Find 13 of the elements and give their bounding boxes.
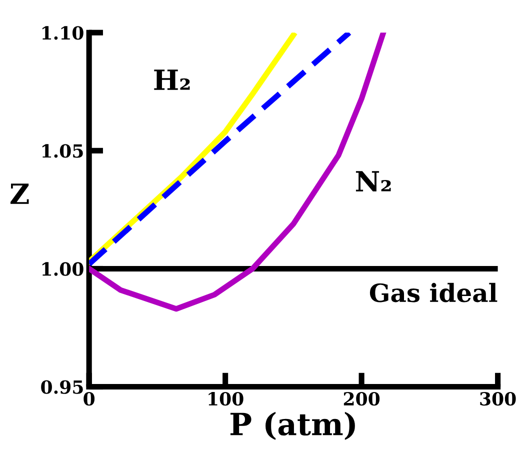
x-tick-label: 300 [480, 392, 516, 406]
y-axis-title: Z [10, 184, 29, 204]
series-label: H₂ [154, 70, 190, 90]
x-tick-label: 100 [208, 392, 244, 406]
y-tick-label: 1.10 [42, 26, 84, 40]
x-axis-title: P (atm) [230, 412, 355, 440]
series-label: N₂ [356, 171, 391, 192]
y-tick-label: 1.05 [42, 144, 83, 158]
x-tick-label: 200 [344, 392, 380, 406]
y-tick-label: 0.95 [41, 380, 83, 394]
ref-line-label: Gas ideal [370, 282, 498, 302]
x-tick-label: 0 [84, 392, 95, 406]
y-tick-label: 1.00 [42, 262, 84, 276]
